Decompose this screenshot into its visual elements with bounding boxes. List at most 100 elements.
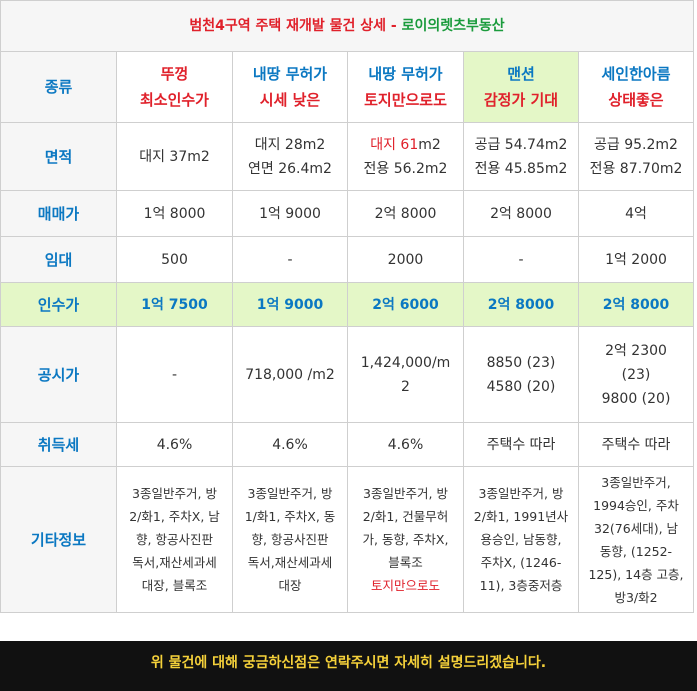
- acq-tax: 주택수 따라: [463, 422, 579, 467]
- property-name: 뚜껑: [160, 65, 189, 83]
- official-price: -: [116, 326, 233, 423]
- row-label-takeover: 인수가: [0, 282, 117, 327]
- title-separator: -: [386, 18, 402, 34]
- property-name: 세인한아름: [601, 65, 671, 83]
- property-tagline: 감정가 기대: [483, 91, 559, 109]
- official-line: 8850 (23): [486, 354, 556, 371]
- property-table: 범천4구역 주택 재개발 물건 상세 - 로이의렛츠부동산 종류 뚜껑 최소인수…: [0, 0, 695, 613]
- official-line: (23): [621, 366, 651, 383]
- row-label-type: 종류: [0, 51, 117, 123]
- area-cell: 대지 61m2 전용 56.2m2: [347, 122, 464, 191]
- rent-value: 500: [116, 236, 233, 283]
- official-line: -: [171, 366, 178, 383]
- etc-line: 1/화1, 주차X, 동: [244, 509, 336, 524]
- area-line: 공급 54.74m2: [474, 136, 568, 153]
- property-header-2: 내땅 무허가 시세 낮은: [232, 51, 348, 123]
- area-cell: 공급 54.74m2 전용 45.85m2: [463, 122, 579, 191]
- property-tagline: 최소인수가: [139, 91, 209, 109]
- etc-info: 3종일반주거, 방 2/화1, 건물무허 가, 동향, 주차X, 블록조 토지만…: [347, 466, 464, 613]
- official-line: 2억 2300: [605, 342, 667, 359]
- property-name: 내땅 무허가: [368, 65, 443, 83]
- acq-tax: 주택수 따라: [577, 422, 695, 467]
- area-unit: m2: [418, 136, 441, 153]
- etc-line: 32(76세대), 남: [594, 520, 679, 536]
- sale-price: 2억 8000: [463, 190, 579, 237]
- takeover-price: 1억 7500: [116, 282, 233, 327]
- etc-line: 3종일반주거, 방: [247, 486, 333, 501]
- etc-line: 125), 14층 고층,: [588, 566, 684, 582]
- rent-value: 2000: [347, 236, 464, 283]
- area-cell: 대지 37m2: [116, 122, 233, 191]
- property-header-4: 맨션 감정가 기대: [463, 51, 579, 123]
- property-name: 맨션: [507, 65, 535, 83]
- area-line: 대지 37m2: [139, 148, 210, 165]
- etc-line: 3종일반주거,: [601, 474, 671, 490]
- acq-tax: 4.6%: [232, 422, 348, 467]
- etc-line: 1994승인, 주차: [593, 497, 679, 513]
- etc-line: 용승인, 남동향,: [480, 532, 562, 547]
- property-header-5: 세인한아름 상태좋은: [577, 51, 695, 123]
- takeover-price: 2억 6000: [347, 282, 464, 327]
- page-title: 범천4구역 주택 재개발 물건 상세 - 로이의렛츠부동산: [0, 0, 695, 52]
- etc-line: 독서,재산세과세: [247, 555, 333, 570]
- official-line: 718,000 /m2: [245, 366, 335, 383]
- acq-tax: 4.6%: [116, 422, 233, 467]
- etc-line: 11), 3층중저층: [479, 578, 563, 593]
- etc-line: 주차X, (1246-: [480, 555, 562, 570]
- property-name: 내땅 무허가: [252, 65, 328, 83]
- area-cell: 대지 28m2 연면 26.4m2: [232, 122, 348, 191]
- etc-info: 3종일반주거, 방 2/화1, 주차X, 남 향, 항공사진판 독서,재산세과세…: [116, 466, 233, 613]
- row-label-sale: 매매가: [0, 190, 117, 237]
- etc-highlight: 토지만으로도: [370, 578, 440, 593]
- title-main: 범천4구역 주택 재개발 물건 상세: [189, 18, 387, 34]
- takeover-price: 2억 8000: [577, 282, 695, 327]
- property-header-1: 뚜껑 최소인수가: [116, 51, 233, 123]
- etc-line: 가, 동향, 주차X,: [362, 532, 449, 547]
- etc-line: 2/화1, 1991년사: [473, 509, 569, 524]
- official-price: 1,424,000/m 2: [347, 326, 464, 423]
- row-label-area: 면적: [0, 122, 117, 191]
- official-price: 2억 2300 (23) 9800 (20): [577, 326, 695, 423]
- property-tagline: 시세 낮은: [259, 91, 321, 109]
- sale-price: 1억 9000: [232, 190, 348, 237]
- official-line: 2: [401, 378, 410, 395]
- property-header-3: 내땅 무허가 토지만으로도: [347, 51, 464, 123]
- row-label-official: 공시가: [0, 326, 117, 423]
- row-label-rent: 임대: [0, 236, 117, 283]
- etc-line: 향, 항공사진판: [251, 532, 329, 547]
- area-line: 전용 45.85m2: [474, 160, 568, 177]
- etc-line: 3종일반주거, 방: [363, 486, 448, 501]
- etc-line: 3종일반주거, 방: [478, 486, 564, 501]
- row-label-acq-tax: 취득세: [0, 422, 117, 467]
- sale-price: 2억 8000: [347, 190, 464, 237]
- rent-value: 1억 2000: [577, 236, 695, 283]
- official-price: 8850 (23) 4580 (20): [463, 326, 579, 423]
- area-line: 연면 26.4m2: [248, 160, 332, 177]
- area-line: 대지 28m2: [254, 136, 326, 153]
- etc-line: 대장, 블록조: [141, 578, 208, 593]
- sale-price: 1억 8000: [116, 190, 233, 237]
- official-price: 718,000 /m2: [232, 326, 348, 423]
- rent-value: -: [232, 236, 348, 283]
- official-line: 1,424,000/m: [360, 354, 451, 371]
- etc-line: 동향, (1252-: [599, 543, 673, 559]
- property-tagline: 상태좋은: [608, 91, 664, 109]
- etc-line: 2/화1, 주차X, 남: [129, 509, 220, 524]
- etc-line: 향, 항공사진판: [136, 532, 213, 547]
- etc-line: 방3/화2: [614, 589, 658, 605]
- etc-info: 3종일반주거, 방 2/화1, 1991년사 용승인, 남동향, 주차X, (1…: [463, 466, 579, 613]
- area-highlight: 대지 61: [370, 136, 419, 153]
- title-brand: 로이의렛츠부동산: [401, 18, 505, 34]
- etc-line: 블록조: [388, 555, 423, 570]
- area-cell: 공급 95.2m2 전용 87.70m2: [577, 122, 695, 191]
- area-line: 전용 56.2m2: [363, 160, 448, 177]
- official-line: 9800 (20): [601, 390, 671, 407]
- etc-info: 3종일반주거, 1994승인, 주차 32(76세대), 남 동향, (1252…: [577, 466, 695, 613]
- rent-value: -: [463, 236, 579, 283]
- etc-line: 3종일반주거, 방: [132, 486, 217, 501]
- row-label-etc: 기타정보: [0, 466, 117, 613]
- etc-line: 독서,재산세과세: [132, 555, 217, 570]
- official-line: 4580 (20): [486, 378, 556, 395]
- area-line: 전용 87.70m2: [589, 160, 683, 177]
- takeover-price: 2억 8000: [463, 282, 579, 327]
